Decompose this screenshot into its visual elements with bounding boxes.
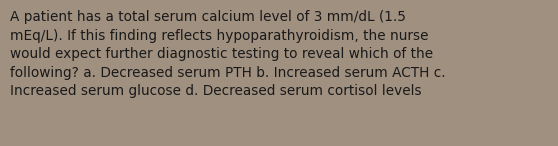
Text: A patient has a total serum calcium level of 3 mm/dL (1.5
mEq/L). If this findin: A patient has a total serum calcium leve… — [10, 10, 446, 99]
